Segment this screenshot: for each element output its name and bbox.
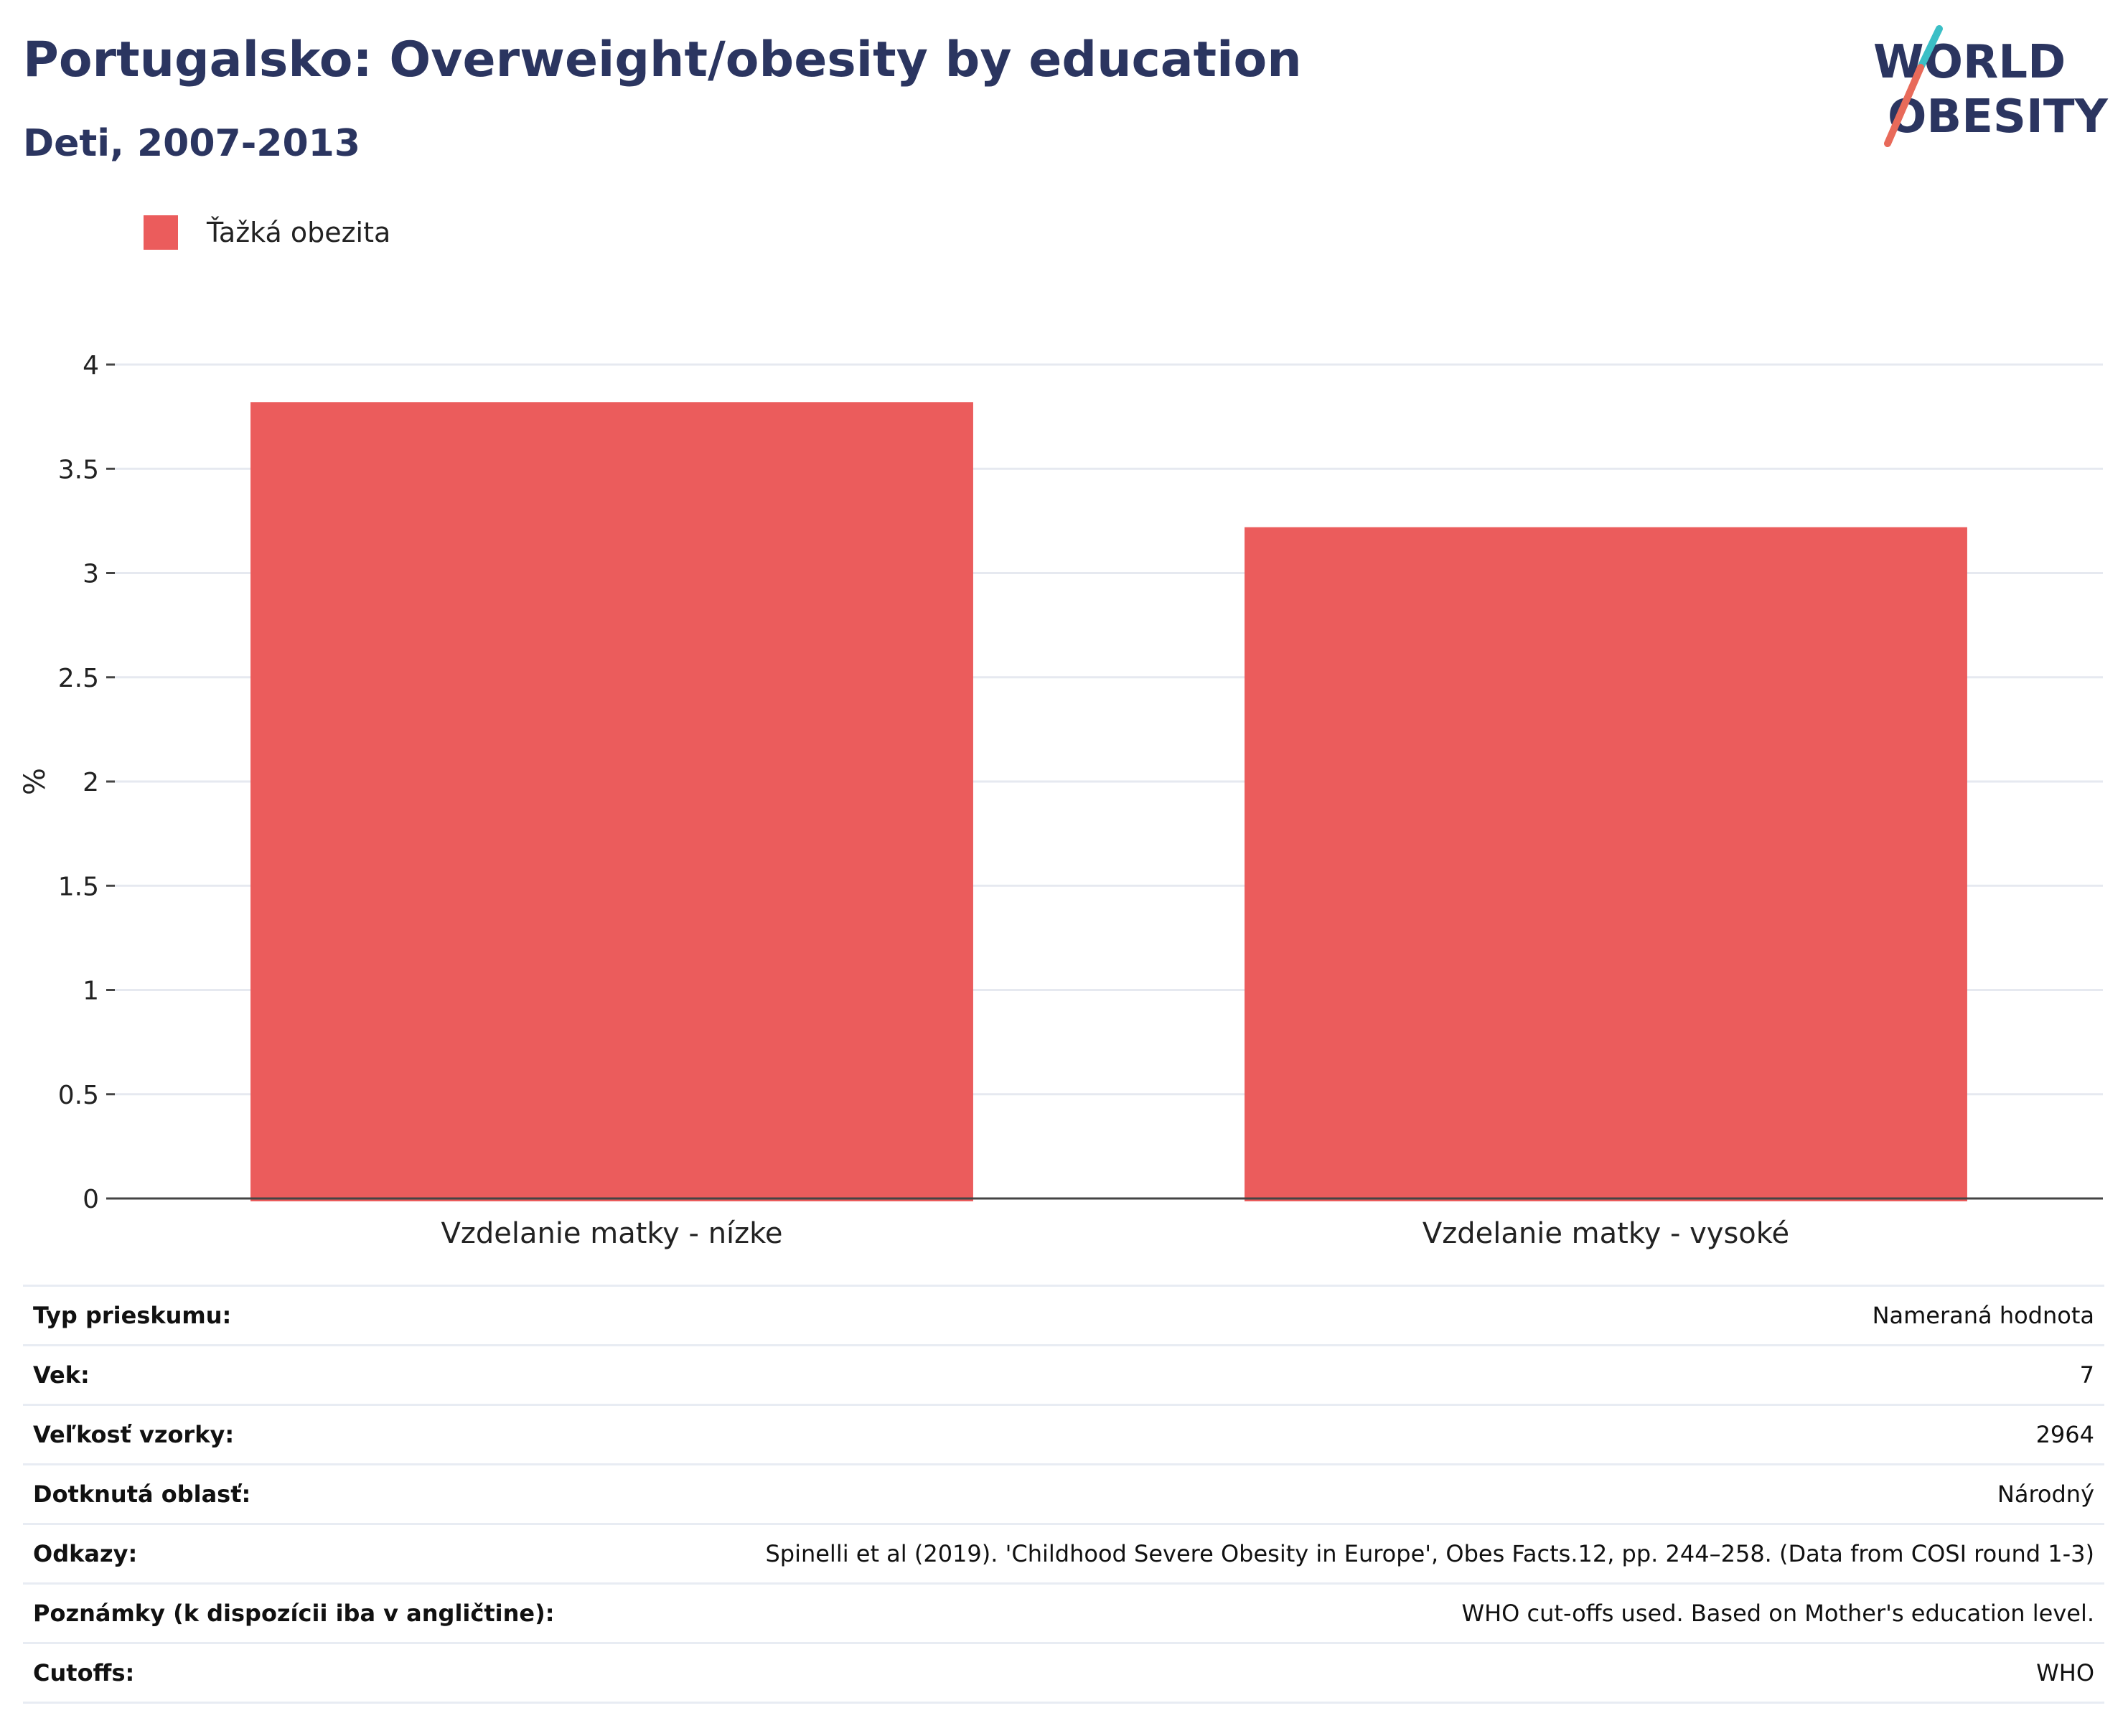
legend-swatch: [144, 215, 178, 250]
chart-legend[interactable]: Ťažká obezita: [144, 212, 390, 253]
world-obesity-logo: WORLD OBESITY: [1873, 25, 2108, 147]
info-value: WHO cut-offs used. Based on Mother's edu…: [1461, 1600, 2094, 1627]
info-row: Veľkosť vzorky: 2964: [23, 1404, 2104, 1465]
y-axis-ticks: 0 0.5 1 1.5 2 2.5 3 3.5 4: [58, 351, 115, 1214]
info-row: Odkazy: Spinelli et al (2019). 'Childhood…: [23, 1524, 2104, 1584]
bar-chart: 0 0.5 1 1.5 2 2.5 3 3.5 4 Vzdelanie matky - nízk…: [19, 351, 2103, 1250]
info-row: Vek: 7: [23, 1345, 2104, 1405]
y-tick-label: 2: [83, 768, 99, 797]
bar[interactable]: [1245, 527, 1967, 1201]
chart-subtitle: Deti, 2007-2013: [23, 122, 361, 165]
info-value: WHO: [2036, 1659, 2094, 1686]
info-value: Národný: [1997, 1481, 2094, 1508]
y-tick-label: 0.5: [58, 1081, 99, 1110]
y-tick-label: 3: [83, 560, 99, 589]
y-tick-label: 1: [83, 977, 99, 1006]
legend-label: Ťažká obezita: [207, 217, 391, 248]
logo-line2: OBESITY: [1888, 90, 2108, 144]
info-row: Typ prieskumu: Nameraná hodnota: [23, 1285, 2104, 1346]
info-row: Poznámky (k dispozícii iba v angličtine)…: [23, 1583, 2104, 1643]
info-value: Nameraná hodnota: [1872, 1302, 2094, 1329]
info-label: Cutoffs:: [33, 1659, 135, 1686]
survey-info-table: Typ prieskumu: Nameraná hodnota Vek: 7 Veľko…: [23, 1285, 2104, 1704]
y-tick-label: 4: [83, 351, 99, 380]
x-tick-label: Vzdelanie matky - nízke: [441, 1217, 782, 1250]
info-value: Spinelli et al (2019). 'Childhood Severe…: [765, 1540, 2094, 1567]
x-tick-label: Vzdelanie matky - vysoké: [1423, 1217, 1789, 1250]
info-label: Typ prieskumu:: [33, 1302, 232, 1329]
info-label: Poznámky (k dispozícii iba v angličtine)…: [33, 1600, 555, 1627]
info-value: 2964: [2035, 1421, 2094, 1448]
y-tick-label: 0: [83, 1185, 99, 1214]
info-row: Cutoffs: WHO: [23, 1643, 2104, 1703]
logo-line1: WORLD: [1873, 36, 2066, 89]
info-label: Veľkosť vzorky:: [33, 1421, 235, 1448]
chart-title: Portugalsko: Overweight/obesity by educa…: [23, 32, 1302, 88]
y-axis-label: %: [19, 768, 52, 795]
y-tick-label: 2.5: [58, 664, 99, 693]
info-row: Dotknutá oblasť: Národný: [23, 1464, 2104, 1524]
y-tick-label: 1.5: [58, 872, 99, 901]
bars: [250, 402, 1967, 1201]
logo-slash-top: [1917, 25, 1943, 71]
info-value: 7: [2079, 1361, 2094, 1389]
info-label: Dotknutá oblasť:: [33, 1481, 251, 1508]
bar[interactable]: [250, 402, 973, 1201]
x-axis-ticks: Vzdelanie matky - nízke Vzdelanie matky -…: [441, 1217, 1789, 1250]
info-label: Odkazy:: [33, 1540, 138, 1567]
y-tick-label: 3.5: [58, 455, 99, 484]
logo-slash-bottom: [1884, 64, 1924, 147]
info-label: Vek:: [33, 1361, 90, 1389]
